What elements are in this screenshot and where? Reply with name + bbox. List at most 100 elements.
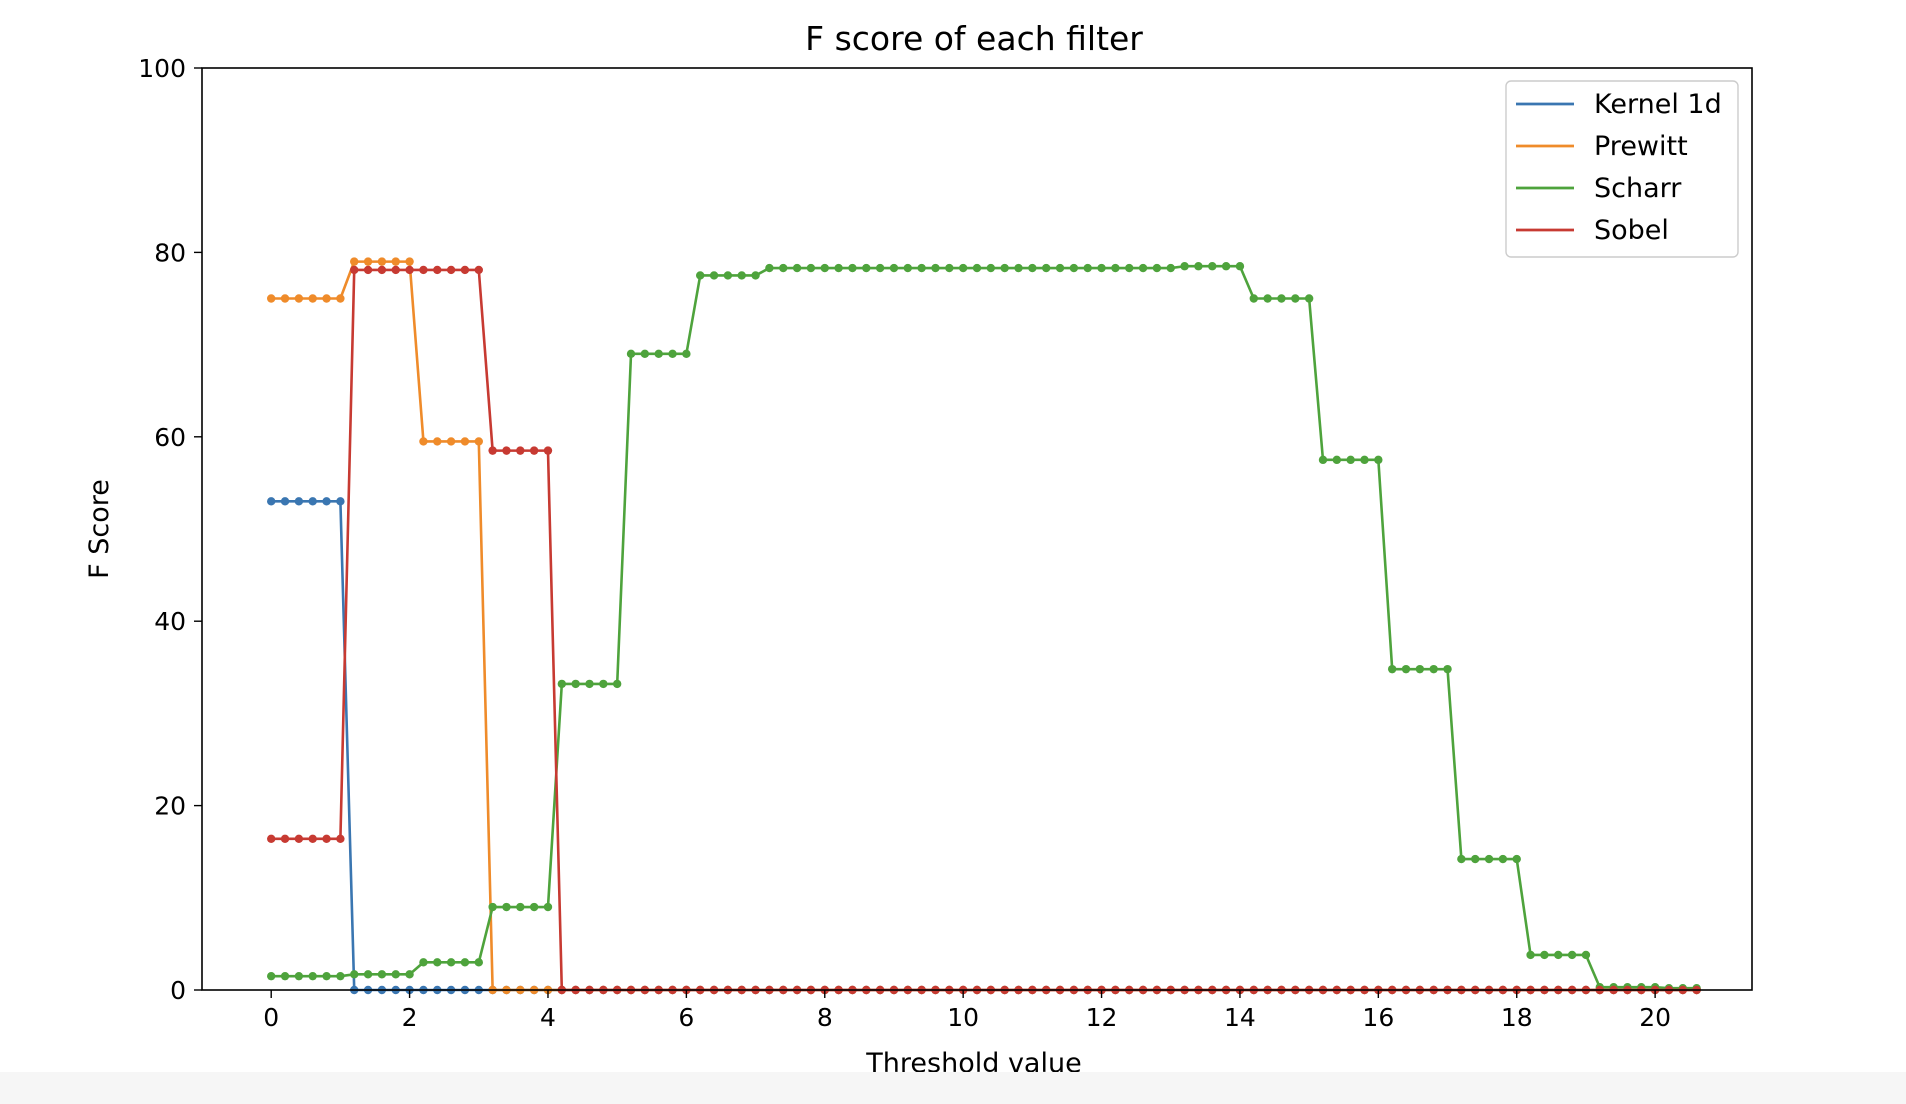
data-point-scharr [875,263,885,273]
data-point-scharr [1443,664,1452,674]
data-point-scharr [1042,263,1051,273]
data-point-sobel [322,834,331,843]
data-point-scharr [1055,263,1065,273]
data-point-scharr [1083,263,1092,273]
data-point-scharr [972,263,982,273]
data-point-scharr [294,971,304,981]
data-point-scharr [848,263,857,273]
data-point-scharr [529,902,539,912]
data-point-scharr [806,263,816,273]
data-point-scharr [903,263,912,273]
data-point-sobel [529,446,539,455]
y-tick-label: 60 [154,423,186,452]
data-point-sobel [446,265,456,275]
data-point-sobel [377,265,387,275]
y-axis-label: F Score [84,479,115,579]
data-point-scharr [1221,262,1231,271]
y-axis-ticks: 0 20 40 60 80 100 [138,54,202,1005]
data-point-scharr [267,971,276,981]
x-axis-ticks: 0 2 4 6 8 10 12 14 16 18 20 [263,990,1671,1032]
x-tick-label: 14 [1224,1003,1256,1032]
data-point-scharr [1069,263,1079,273]
x-tick-label: 18 [1501,1003,1533,1032]
data-point-scharr [682,349,691,359]
data-point-sobel [488,446,497,455]
data-point-scharr [1277,294,1286,303]
data-point-scharr [1000,263,1009,273]
data-point-prewitt [267,294,276,303]
data-point-sobel [350,265,359,275]
data-point-prewitt [280,294,290,303]
data-point-scharr [543,902,553,912]
series-scharr [267,262,1701,993]
data-point-scharr [709,271,719,280]
data-point-sobel [280,834,290,843]
data-point-prewitt [308,294,317,303]
data-point-sobel [419,265,428,275]
chart-title: F score of each filter [805,19,1143,58]
data-point-scharr [502,902,511,912]
data-point-scharr [433,958,442,967]
data-point-sobel [336,834,345,843]
x-tick-label: 20 [1639,1003,1671,1032]
data-point-scharr [308,971,317,981]
data-point-scharr [1194,262,1203,271]
legend-label-prewitt: Prewitt [1594,131,1688,162]
data-point-sobel [502,446,511,455]
data-point-scharr [1249,294,1258,303]
data-point-scharr [1291,294,1300,303]
data-point-scharr [654,349,663,359]
data-point-sobel [294,834,304,843]
data-point-scharr [419,958,428,967]
data-point-scharr [1208,262,1217,271]
data-point-prewitt [433,437,442,446]
data-point-scharr [668,349,677,359]
data-point-scharr [751,271,760,280]
data-point-scharr [1567,950,1577,960]
data-point-scharr [377,970,387,979]
data-point-prewitt [336,294,345,303]
data-point-scharr [931,263,940,273]
data-point-scharr [1138,263,1148,273]
data-point-scharr [1028,263,1037,273]
data-point-scharr [1318,455,1328,465]
x-tick-label: 4 [540,1003,556,1032]
data-point-scharr [336,971,345,981]
data-point-sobel [543,446,553,455]
data-point-prewitt [391,257,400,266]
data-point-scharr [765,263,774,273]
data-point-scharr [1332,455,1342,465]
data-point-kernel-1d [267,497,276,506]
data-point-scharr [792,263,802,273]
data-point-scharr [460,958,470,967]
data-point-sobel [516,446,525,455]
data-point-kernel-1d [336,497,345,506]
data-point-scharr [571,679,580,689]
data-point-scharr [1166,263,1175,273]
data-point-prewitt [419,437,428,446]
data-point-kernel-1d [280,497,290,506]
data-point-scharr [1429,664,1438,674]
data-point-scharr [391,970,400,979]
data-point-prewitt [322,294,331,303]
data-point-scharr [474,958,483,967]
data-point-scharr [585,679,594,689]
data-point-sobel [267,834,276,843]
x-tick-label: 16 [1362,1003,1394,1032]
data-point-scharr [1180,262,1189,271]
data-point-scharr [1304,294,1314,303]
data-point-scharr [1097,263,1106,273]
data-point-kernel-1d [322,497,331,506]
plot-frame [201,67,1753,991]
data-point-scharr [280,971,290,981]
y-tick-label: 0 [170,976,186,1005]
y-tick-label: 20 [154,792,186,821]
data-point-scharr [1457,854,1466,864]
legend-label-kernel-1d: Kernel 1d [1594,89,1722,120]
data-point-scharr [723,271,733,280]
data-point-scharr [1263,294,1272,303]
data-point-scharr [779,263,788,273]
data-point-scharr [1484,854,1494,864]
data-point-scharr [1401,664,1411,674]
data-point-sobel [363,265,373,275]
